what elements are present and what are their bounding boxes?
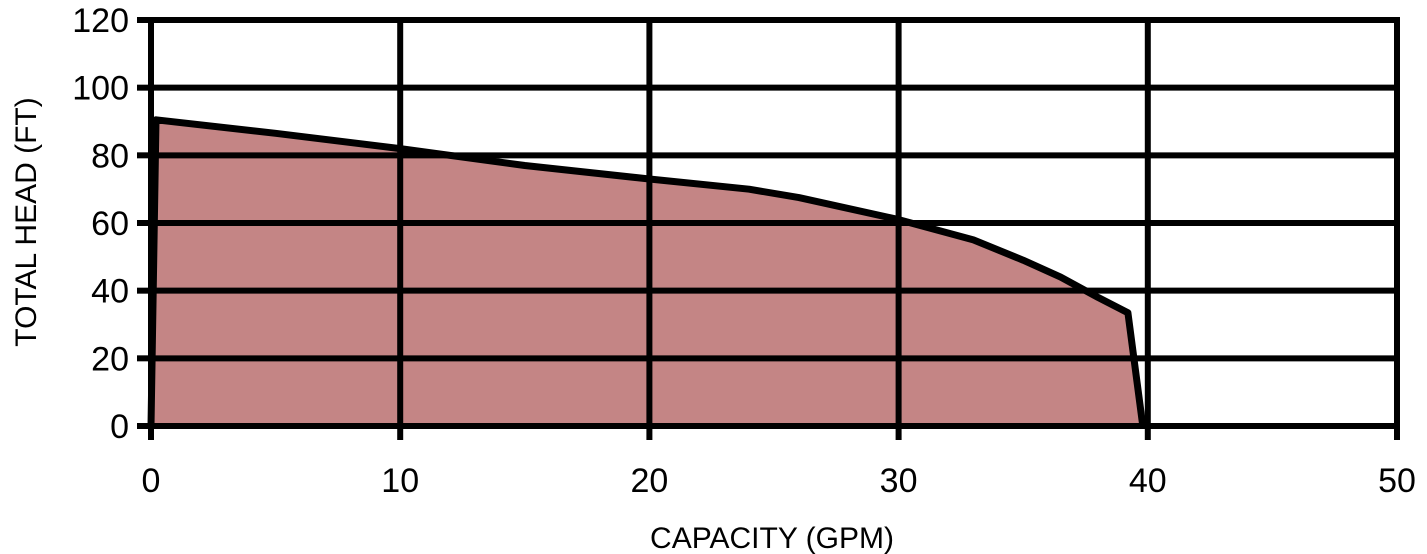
y-tick-label-40: 40 [91, 273, 129, 311]
y-tick-label-80: 80 [91, 137, 129, 175]
y-tick-label-120: 120 [72, 2, 129, 40]
y-axis-title: TOTAL HEAD (FT) [10, 97, 43, 346]
curve-layer [147, 116, 1147, 427]
y-tick-label-100: 100 [72, 70, 129, 108]
tick-layer: 0 20 40 60 80 100 120 0 10 20 30 40 50 [72, 2, 1416, 500]
x-tick-label-30: 30 [880, 462, 918, 500]
y-tick-label-0: 0 [110, 408, 129, 446]
x-tick-label-50: 50 [1378, 462, 1416, 500]
x-axis-title: CAPACITY (GPM) [650, 522, 894, 554]
y-tick-label-20: 20 [91, 340, 129, 378]
x-tick-label-20: 20 [630, 462, 668, 500]
x-tick-label-40: 40 [1129, 462, 1167, 500]
pump-curve-line [147, 116, 1147, 427]
x-tick-label-0: 0 [142, 462, 161, 500]
x-tick-label-10: 10 [381, 462, 419, 500]
y-tick-label-60: 60 [91, 205, 129, 243]
grid-layer [137, 17, 1400, 440]
